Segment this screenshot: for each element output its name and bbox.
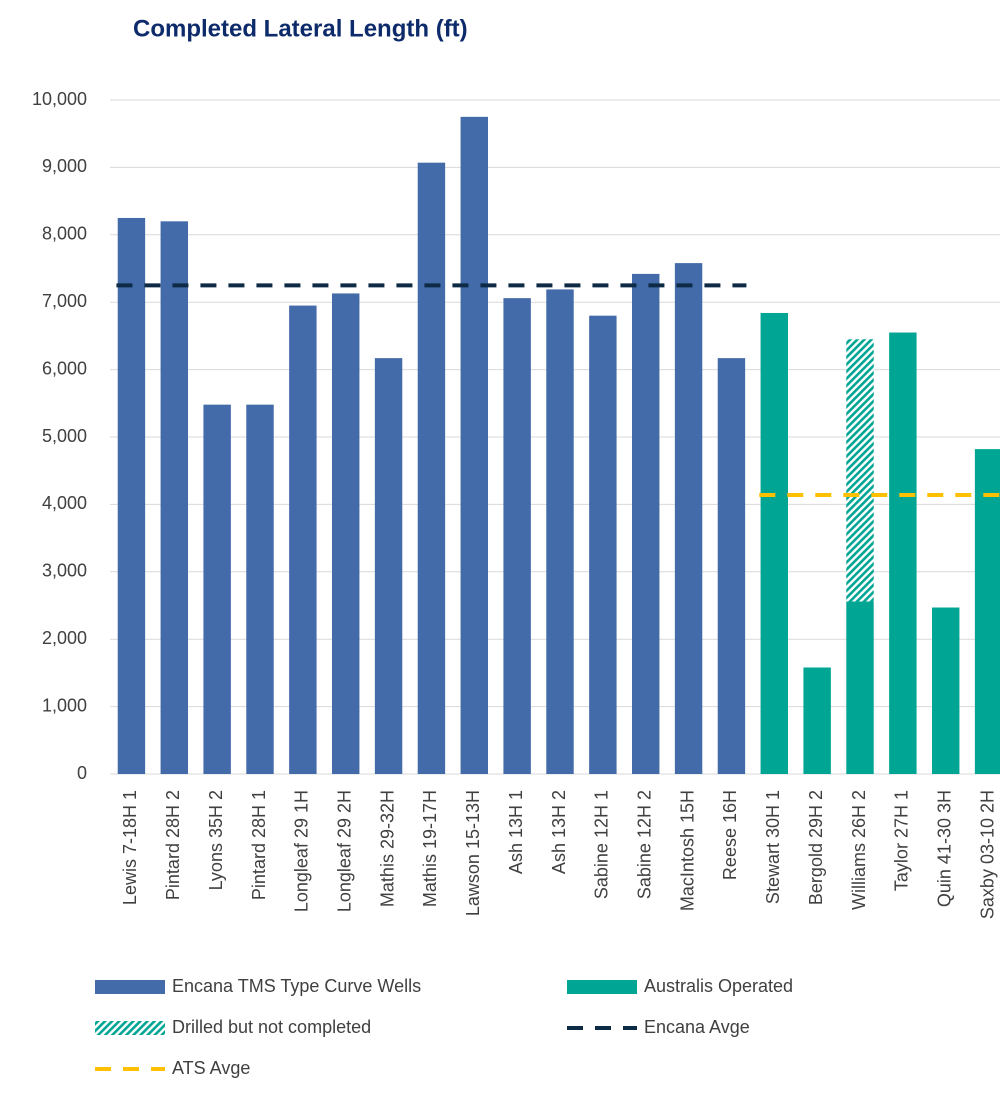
x-tick-label: Sabine 12H 2 <box>634 790 654 899</box>
bar <box>717 358 746 774</box>
x-tick-label: Williams 26H 2 <box>849 790 869 910</box>
x-tick-label: Mathis 29-32H <box>377 790 397 907</box>
y-tick-label: 9,000 <box>42 156 87 176</box>
x-tick-label: Mathis 19-17H <box>420 790 440 907</box>
bar <box>589 315 617 774</box>
y-tick-label: 6,000 <box>42 358 87 378</box>
legend-label: ATS Avge <box>172 1058 250 1078</box>
chart-title: Completed Lateral Length (ft) <box>133 15 468 42</box>
bar <box>374 358 403 774</box>
bar <box>246 404 274 774</box>
legend-label: Encana Avge <box>644 1017 750 1037</box>
bar <box>932 607 960 774</box>
bar <box>160 221 188 774</box>
bar <box>846 601 874 774</box>
y-tick-label: 4,000 <box>42 493 87 513</box>
x-tick-label: Sabine 12H 1 <box>592 790 612 899</box>
bar <box>117 217 146 774</box>
legend-swatch <box>95 980 165 994</box>
legend-item: Drilled but not completed <box>95 1017 371 1037</box>
x-tick-label: Ash 13H 2 <box>549 790 569 874</box>
x-tick-label: Longleaf 29 1H <box>292 790 312 912</box>
y-tick-label: 2,000 <box>42 628 87 648</box>
bar <box>889 332 917 774</box>
x-tick-label: Stewart 30H 1 <box>763 790 783 904</box>
legend-item: Encana Avge <box>567 1017 750 1037</box>
y-tick-label: 8,000 <box>42 224 87 244</box>
bar <box>417 162 446 774</box>
x-tick-label: Pintard 28H 2 <box>163 790 183 900</box>
bar <box>332 293 360 774</box>
bar <box>546 289 574 774</box>
legend-label: Australis Operated <box>644 976 793 996</box>
x-tick-label: MacIntosh 15H <box>677 790 697 911</box>
y-tick-label: 1,000 <box>42 695 87 715</box>
legend-swatch <box>95 1021 165 1035</box>
legend-swatch <box>567 980 637 994</box>
x-tick-label: Reese 16H <box>720 790 740 880</box>
legend-item: Australis Operated <box>567 976 793 996</box>
legend-item: ATS Avge <box>95 1058 250 1078</box>
x-tick-label: Ash 13H 1 <box>506 790 526 874</box>
legend-label: Drilled but not completed <box>172 1017 371 1037</box>
y-tick-label: 7,000 <box>42 291 87 311</box>
bar <box>674 263 703 774</box>
x-tick-label: Taylor 27H 1 <box>892 790 912 891</box>
legend-label: Encana TMS Type Curve Wells <box>172 976 421 996</box>
x-tick-label: Pintard 28H 1 <box>249 790 269 900</box>
legend-item: Encana TMS Type Curve Wells <box>95 976 421 996</box>
bar <box>974 449 1000 774</box>
y-tick-label: 3,000 <box>42 561 87 581</box>
bar <box>846 339 874 602</box>
y-tick-label: 0 <box>77 763 87 783</box>
bar <box>503 298 531 774</box>
x-tick-label: Lawson 15-13H <box>463 790 483 916</box>
bar <box>203 404 231 774</box>
y-tick-label: 5,000 <box>42 426 87 446</box>
x-tick-label: Lyons 35H 2 <box>206 790 226 890</box>
x-tick-label: Quin 41-30 3H <box>934 790 954 907</box>
x-tick-label: Longleaf 29 2H <box>334 790 354 912</box>
x-tick-label: Lewis 7-18H 1 <box>120 790 140 905</box>
bar <box>460 116 488 775</box>
bar <box>760 312 788 774</box>
bar <box>803 667 831 774</box>
bar <box>632 273 660 774</box>
y-tick-label: 10,000 <box>32 89 87 109</box>
x-tick-label: Saxby 03-10 2H <box>977 790 997 919</box>
bar <box>289 305 317 774</box>
x-tick-label: Bergold 29H 2 <box>806 790 826 905</box>
